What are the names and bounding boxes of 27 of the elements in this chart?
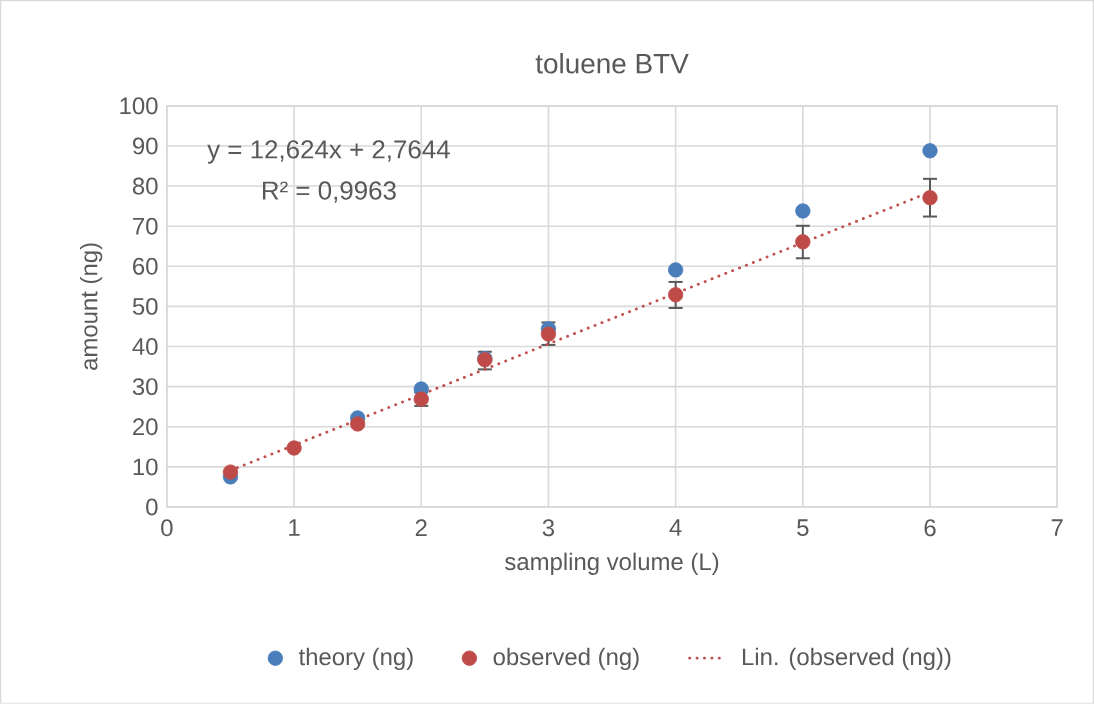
y-tick-label: 20 (133, 418, 158, 436)
x-tick-label: 1 (289, 519, 300, 536)
x-tick-label: 4 (669, 519, 682, 536)
x-tick-label: 3 (542, 519, 555, 537)
legend-label: theory (ng) (298, 647, 413, 671)
x-axis-title: sampling volume (L) (505, 552, 719, 575)
x-tick-label: 2 (415, 519, 427, 537)
y-tick-label: 30 (132, 378, 158, 396)
legend-label: Lin. (observed (ng)) (742, 647, 951, 671)
y-tick-label: 40 (132, 338, 158, 356)
annotation: R² = 0,9963 (262, 181, 396, 203)
x-tick-label: 6 (924, 519, 936, 537)
annotation: y = 12,624x + 2,7644 (207, 140, 450, 164)
y-tick-label: 100 (120, 97, 158, 115)
y-tick-label: 80 (132, 177, 158, 195)
x-tick-label: 0 (161, 519, 173, 537)
x-tick-label: 5 (797, 519, 809, 537)
y-tick-label: 10 (133, 458, 158, 476)
y-tick-label: 90 (133, 137, 158, 155)
legend-label: observed (ng) (493, 647, 639, 671)
y-tick-label: 60 (133, 257, 158, 275)
x-tick-label: 7 (1051, 519, 1063, 536)
y-axis-title: amount (ng) (79, 243, 103, 370)
y-tick-label: 50 (132, 298, 158, 315)
y-tick-label: 0 (146, 498, 158, 516)
chart-title: toluene BTV (535, 53, 689, 74)
y-tick-label: 70 (133, 217, 158, 235)
